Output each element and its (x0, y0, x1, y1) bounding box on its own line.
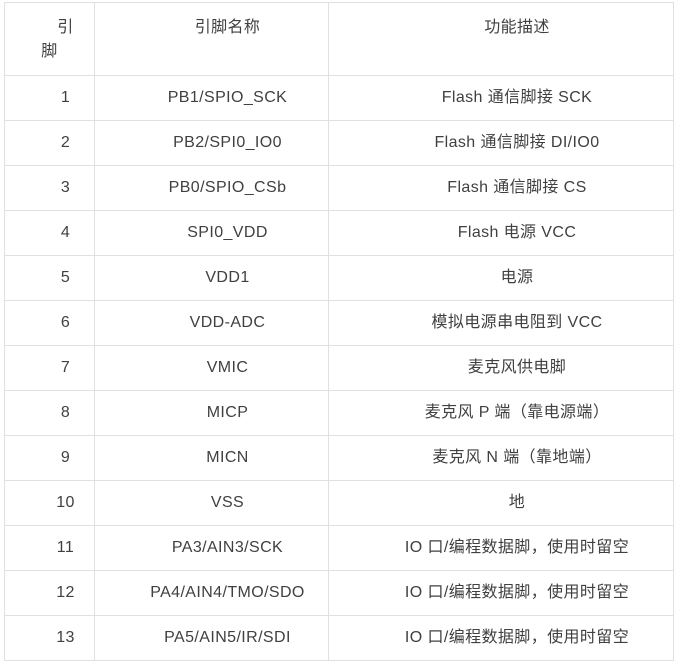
header-row: 引脚 引脚名称 功能描述 (4, 2, 674, 76)
pin-number-cell: 5 (4, 255, 95, 301)
pin-desc-cell: 电源 (328, 255, 674, 301)
pin-number-cell: 8 (4, 390, 95, 436)
pin-number-cell: 3 (4, 165, 95, 211)
column-header-desc: 功能描述 (328, 2, 674, 76)
table-row: 12 PA4/AIN4/TMO/SDO IO 口/编程数据脚，使用时留空 (4, 570, 674, 616)
table-row: 13 PA5/AIN5/IR/SDI IO 口/编程数据脚，使用时留空 (4, 615, 674, 661)
table-row: 2 PB2/SPI0_IO0 Flash 通信脚接 DI/IO0 (4, 120, 674, 166)
pin-name-cell: PA3/AIN3/SCK (94, 525, 329, 571)
pin-desc-cell: 麦克风 N 端（靠地端） (328, 435, 674, 481)
table-row: 5 VDD1 电源 (4, 255, 674, 301)
pin-name-cell: VDD1 (94, 255, 329, 301)
pin-number-cell: 6 (4, 300, 95, 346)
pin-name-cell: VDD-ADC (94, 300, 329, 346)
pin-desc-cell: 模拟电源串电阻到 VCC (328, 300, 674, 346)
pin-desc-cell: IO 口/编程数据脚，使用时留空 (328, 570, 674, 616)
table-row: 1 PB1/SPIO_SCK Flash 通信脚接 SCK (4, 75, 674, 121)
table-row: 9 MICN 麦克风 N 端（靠地端） (4, 435, 674, 481)
pin-name-cell: MICN (94, 435, 329, 481)
pin-name-cell: PB0/SPIO_CSb (94, 165, 329, 211)
pin-desc-cell: IO 口/编程数据脚，使用时留空 (328, 525, 674, 571)
pin-number-cell: 11 (4, 525, 95, 571)
pin-number-cell: 9 (4, 435, 95, 481)
pin-number-cell: 4 (4, 210, 95, 256)
table-row: 10 VSS 地 (4, 480, 674, 526)
pin-name-cell: SPI0_VDD (94, 210, 329, 256)
pin-desc-cell: Flash 通信脚接 SCK (328, 75, 674, 121)
column-header-name: 引脚名称 (94, 2, 329, 76)
pin-number-cell: 13 (4, 615, 95, 661)
pin-number-cell: 1 (4, 75, 95, 121)
pin-number-cell: 10 (4, 480, 95, 526)
table-row: 8 MICP 麦克风 P 端（靠电源端） (4, 390, 674, 436)
column-header-pin: 引脚 (4, 2, 95, 76)
table-row: 7 VMIC 麦克风供电脚 (4, 345, 674, 391)
table-row: 11 PA3/AIN3/SCK IO 口/编程数据脚，使用时留空 (4, 525, 674, 571)
pin-name-cell: PA4/AIN4/TMO/SDO (94, 570, 329, 616)
pin-number-cell: 2 (4, 120, 95, 166)
pin-desc-cell: 麦克风供电脚 (328, 345, 674, 391)
pin-function-table: 引脚 引脚名称 功能描述 1 PB1/SPIO_SCK Flash 通信脚接 S… (4, 2, 674, 661)
pin-desc-cell: Flash 电源 VCC (328, 210, 674, 256)
pin-number-cell: 7 (4, 345, 95, 391)
table-row: 6 VDD-ADC 模拟电源串电阻到 VCC (4, 300, 674, 346)
table-row: 3 PB0/SPIO_CSb Flash 通信脚接 CS (4, 165, 674, 211)
pin-name-cell: PB2/SPI0_IO0 (94, 120, 329, 166)
pin-desc-cell: 地 (328, 480, 674, 526)
table-row: 4 SPI0_VDD Flash 电源 VCC (4, 210, 674, 256)
pin-desc-cell: Flash 通信脚接 DI/IO0 (328, 120, 674, 166)
pin-desc-cell: 麦克风 P 端（靠电源端） (328, 390, 674, 436)
pin-name-cell: PA5/AIN5/IR/SDI (94, 615, 329, 661)
pin-name-cell: VSS (94, 480, 329, 526)
pin-name-cell: MICP (94, 390, 329, 436)
pin-name-cell: PB1/SPIO_SCK (94, 75, 329, 121)
pin-desc-cell: Flash 通信脚接 CS (328, 165, 674, 211)
pin-name-cell: VMIC (94, 345, 329, 391)
pin-number-cell: 12 (4, 570, 95, 616)
pin-desc-cell: IO 口/编程数据脚，使用时留空 (328, 615, 674, 661)
